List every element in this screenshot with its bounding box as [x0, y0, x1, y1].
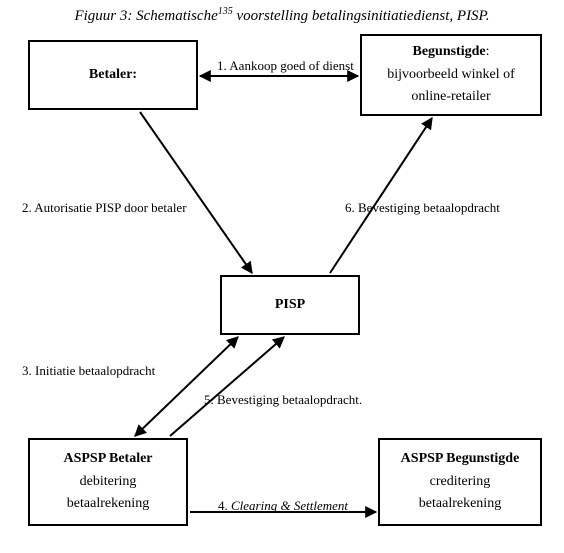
node-begunstigde-title: Begunstigde: — [412, 41, 489, 63]
edge-3 — [135, 337, 238, 436]
edge-6 — [330, 118, 432, 273]
node-aspsp-begunstigde-title: ASPSP Begunstigde — [401, 448, 520, 470]
node-betaler-title: Betaler: — [89, 64, 137, 86]
node-begunstigde-line1: bijvoorbeeld winkel of — [387, 64, 515, 86]
node-betaler: Betaler: — [28, 40, 198, 110]
edge-label-1: 1. Aankoop goed of dienst — [217, 58, 354, 74]
edge-2 — [140, 112, 252, 273]
figure-caption: Figuur 3: Schematische135 voorstelling b… — [0, 6, 564, 25]
edge-label-2: 2. Autorisatie PISP door betaler — [22, 200, 187, 216]
diagram-canvas: Figuur 3: Schematische135 voorstelling b… — [0, 0, 564, 553]
edge-label-3: 3. Initiatie betaalopdracht — [22, 363, 155, 379]
node-aspsp-betaler-line2: betaalrekening — [67, 493, 149, 515]
caption-super: 135 — [218, 6, 233, 17]
edge-label-6: 6. Bevestiging betaalopdracht — [345, 200, 500, 216]
node-aspsp-begunstigde: ASPSP Begunstigde creditering betaalreke… — [378, 438, 542, 526]
node-aspsp-betaler-line1: debitering — [80, 471, 137, 493]
edge-label-5: 5. Bevestiging betaalopdracht. — [204, 392, 362, 408]
node-begunstigde-line2: online-retailer — [411, 86, 490, 108]
node-aspsp-begunstigde-line1: creditering — [430, 471, 491, 493]
node-aspsp-betaler: ASPSP Betaler debitering betaalrekening — [28, 438, 188, 526]
caption-suffix: voorstelling betalingsinitiatiedienst, P… — [233, 8, 490, 24]
node-aspsp-betaler-title: ASPSP Betaler — [63, 448, 152, 470]
node-pisp-title: PISP — [275, 294, 305, 316]
node-pisp: PISP — [220, 275, 360, 335]
node-begunstigde: Begunstigde: bijvoorbeeld winkel of onli… — [360, 34, 542, 116]
edge-5 — [170, 337, 284, 436]
edge-label-4: 4. Clearing & Settlement — [218, 498, 348, 514]
caption-prefix: Figuur 3: Schematische — [74, 8, 217, 24]
node-aspsp-begunstigde-line2: betaalrekening — [419, 493, 501, 515]
